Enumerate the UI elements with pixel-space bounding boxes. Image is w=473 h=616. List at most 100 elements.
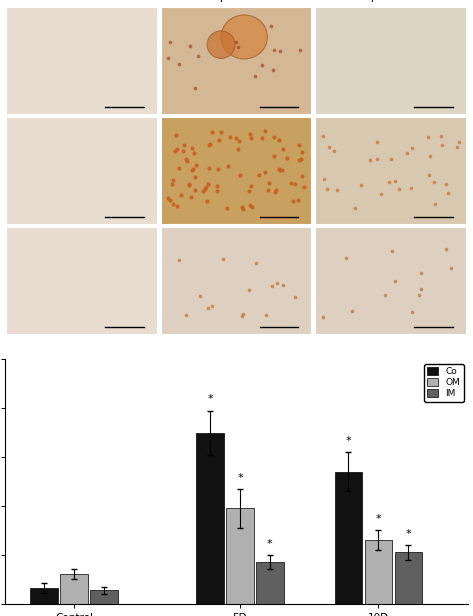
- Point: [262, 167, 269, 177]
- Point: [164, 193, 172, 203]
- Point: [236, 136, 243, 145]
- Point: [408, 307, 415, 317]
- Point: [403, 148, 411, 158]
- Point: [272, 185, 280, 195]
- Point: [276, 135, 283, 145]
- Point: [245, 286, 253, 296]
- Point: [213, 185, 220, 195]
- Point: [331, 147, 338, 156]
- FancyBboxPatch shape: [161, 7, 312, 115]
- Point: [319, 312, 327, 322]
- Point: [191, 83, 198, 93]
- Point: [289, 196, 297, 206]
- FancyBboxPatch shape: [6, 7, 158, 115]
- Point: [197, 291, 204, 301]
- Point: [255, 171, 263, 180]
- Point: [204, 302, 212, 312]
- Point: [209, 127, 216, 137]
- Point: [443, 179, 450, 188]
- Point: [265, 178, 272, 188]
- Point: [408, 143, 416, 153]
- Point: [177, 190, 184, 200]
- Point: [321, 174, 328, 184]
- Point: [358, 180, 365, 190]
- Point: [239, 205, 247, 214]
- Point: [239, 309, 246, 319]
- Point: [183, 153, 190, 163]
- Point: [183, 156, 190, 166]
- Point: [246, 129, 254, 139]
- Point: [187, 192, 194, 201]
- Point: [209, 301, 216, 310]
- Point: [175, 255, 183, 265]
- Point: [279, 165, 286, 175]
- Point: [164, 54, 171, 63]
- Point: [193, 160, 200, 169]
- Point: [279, 144, 287, 153]
- Point: [262, 126, 269, 136]
- Point: [392, 176, 399, 186]
- Point: [166, 37, 174, 47]
- Point: [367, 155, 374, 165]
- Point: [235, 43, 242, 52]
- Point: [204, 179, 211, 189]
- Text: *: *: [346, 436, 351, 446]
- Point: [387, 154, 394, 164]
- Point: [235, 144, 242, 154]
- FancyBboxPatch shape: [315, 117, 467, 225]
- Point: [247, 134, 254, 144]
- FancyBboxPatch shape: [161, 117, 312, 225]
- Point: [373, 153, 380, 163]
- Point: [214, 164, 222, 174]
- Point: [185, 180, 193, 190]
- Bar: [365, 540, 392, 604]
- Point: [174, 144, 181, 153]
- Point: [418, 268, 425, 278]
- Point: [407, 184, 415, 193]
- Bar: [394, 553, 422, 604]
- Point: [395, 184, 403, 193]
- Point: [191, 148, 198, 158]
- Point: [232, 133, 240, 143]
- Point: [319, 131, 326, 140]
- Point: [430, 177, 438, 187]
- Point: [342, 253, 350, 263]
- Point: [204, 196, 211, 206]
- Text: *: *: [376, 514, 381, 524]
- Point: [180, 140, 188, 150]
- Point: [298, 154, 305, 164]
- Point: [168, 179, 175, 189]
- Point: [275, 164, 282, 174]
- Point: [166, 195, 174, 205]
- Point: [391, 276, 399, 286]
- Point: [245, 187, 253, 197]
- Text: *: *: [267, 538, 273, 549]
- Point: [205, 163, 213, 172]
- Point: [206, 140, 213, 150]
- Point: [453, 142, 460, 152]
- Point: [223, 203, 231, 213]
- Text: *: *: [207, 394, 213, 405]
- Point: [224, 161, 232, 171]
- Point: [271, 187, 279, 197]
- Point: [263, 310, 270, 320]
- Point: [202, 182, 210, 192]
- Text: *: *: [237, 472, 243, 483]
- Point: [236, 171, 244, 180]
- Point: [251, 71, 259, 81]
- Text: Control: Control: [63, 0, 101, 2]
- Text: Cisplatin-10D: Cisplatin-10D: [356, 0, 426, 2]
- Point: [239, 202, 246, 212]
- Point: [455, 137, 462, 147]
- Point: [201, 185, 209, 195]
- Point: [300, 182, 308, 192]
- Point: [426, 170, 433, 180]
- Point: [170, 198, 177, 208]
- Point: [188, 143, 196, 153]
- Point: [169, 176, 177, 185]
- Point: [377, 188, 385, 198]
- Point: [207, 139, 214, 149]
- Point: [296, 155, 303, 164]
- Bar: [30, 588, 58, 604]
- Point: [349, 306, 356, 315]
